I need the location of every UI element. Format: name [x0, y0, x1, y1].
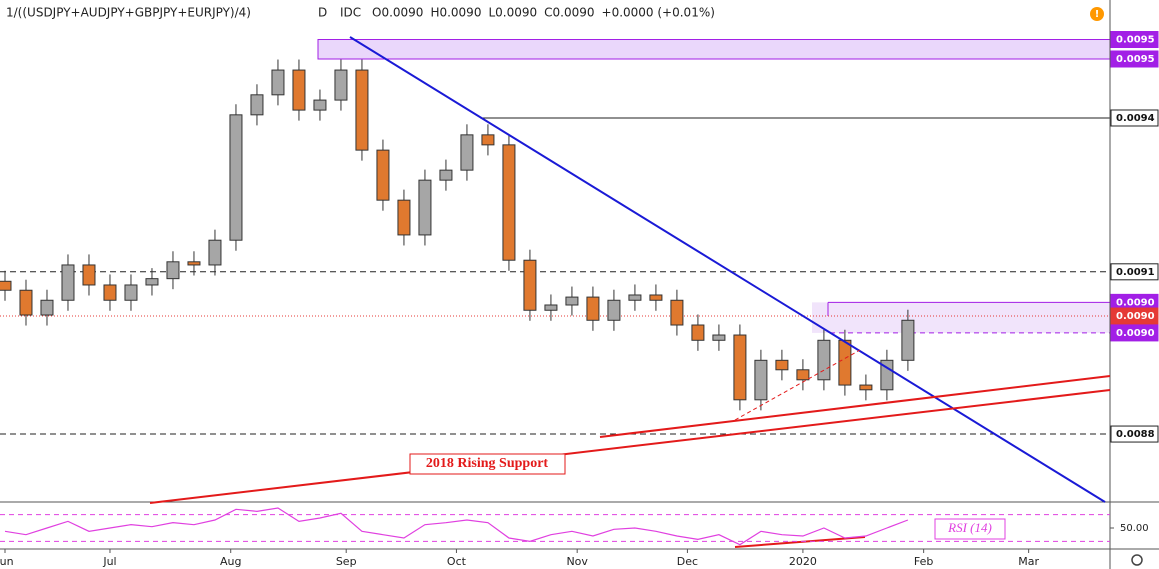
candle-body — [439, 169, 453, 181]
price-label-bg — [1110, 50, 1159, 68]
rsi-legend: RSI (14) — [947, 520, 992, 535]
candle-body — [481, 134, 495, 146]
candle-body — [586, 296, 600, 321]
price-label: 0.0088 — [1116, 429, 1155, 440]
ohlc-value: C0.0090 — [544, 6, 594, 20]
price-label-bg — [1110, 307, 1159, 325]
symbol: 1/((USDJPY+AUDJPY+GBPJPY+EURJPY)/4) — [6, 6, 251, 20]
price-label: 0.0095 — [1116, 35, 1155, 46]
price-label-bg — [1110, 263, 1159, 281]
price-label-bg — [1110, 109, 1159, 127]
candle-body — [40, 299, 54, 316]
x-tick-label: Jul — [102, 555, 116, 568]
annotation: 2018 Rising Support — [426, 456, 548, 471]
candle-body — [796, 369, 810, 381]
x-tick-label: Sep — [336, 555, 357, 568]
support-line — [599, 375, 1111, 438]
candle-body — [565, 296, 579, 306]
candle-body — [733, 334, 747, 401]
x-tick-label: Dec — [677, 555, 698, 568]
candle-body — [607, 299, 621, 321]
x-tick-label: Nov — [566, 555, 588, 568]
candle-body — [544, 304, 558, 311]
candle-body — [523, 259, 537, 311]
candle-body — [817, 339, 831, 381]
rsi-line — [4, 507, 909, 546]
price-label: 0.0090 — [1116, 328, 1155, 339]
support-line — [149, 389, 1111, 504]
price-label-bg — [1110, 31, 1159, 49]
rsi-legend-box — [934, 518, 1006, 540]
warning-icon[interactable] — [1090, 7, 1104, 21]
candle-body — [124, 284, 138, 301]
price-label-bg — [1110, 324, 1159, 342]
ohlc-value: O0.0090 — [372, 6, 423, 20]
price-label: 0.0090 — [1116, 297, 1155, 308]
candle-body — [628, 294, 642, 301]
candle-body — [61, 264, 75, 301]
candle-body — [754, 359, 768, 401]
candle-body — [292, 69, 306, 111]
candle-body — [880, 359, 894, 391]
price-label-bg — [1110, 425, 1159, 443]
resistance-zone — [812, 302, 1110, 333]
candle-body — [397, 199, 411, 236]
candle-body — [166, 261, 180, 280]
price-label: 0.0094 — [1116, 113, 1155, 124]
x-tick-label: Oct — [447, 555, 467, 568]
candle-body — [250, 94, 264, 116]
candle-body — [691, 324, 705, 341]
plot — [0, 59, 915, 411]
candle-body — [460, 134, 474, 171]
x-tick-label: Jun — [0, 555, 14, 568]
candle-body — [418, 179, 432, 236]
resistance-zone — [317, 39, 1111, 60]
support-line-dashed — [734, 349, 861, 421]
candle-body — [229, 114, 243, 241]
annotation-box — [409, 453, 566, 475]
candle-body — [271, 69, 285, 96]
candle-body — [502, 144, 516, 261]
header: 1/((USDJPY+AUDJPY+GBPJPY+EURJPY)/4) D ID… — [6, 6, 361, 20]
candle-body — [103, 284, 117, 301]
interval: D — [318, 6, 327, 20]
candle-body — [82, 264, 96, 286]
price-label: 0.0091 — [1116, 267, 1155, 278]
candle-body — [334, 69, 348, 101]
candle-body — [859, 384, 873, 391]
x-tick-label: Feb — [914, 555, 933, 568]
downtrend-line — [349, 36, 1106, 503]
candle-body — [712, 334, 726, 341]
candle-body — [670, 299, 684, 326]
candle-body — [355, 69, 369, 151]
x-tick-label: Aug — [220, 555, 241, 568]
candle-body — [376, 149, 390, 201]
rsi-tick-label: 50.00 — [1120, 523, 1149, 534]
x-tick-label: Mar — [1018, 555, 1039, 568]
candle-body — [313, 99, 327, 111]
price-label: 0.0095 — [1116, 54, 1155, 65]
candle-body — [901, 319, 915, 361]
source: IDC — [340, 6, 361, 20]
candle-body — [649, 294, 663, 301]
ohlc-value: L0.0090 — [488, 6, 537, 20]
candle-body — [19, 289, 33, 316]
zones — [0, 39, 1111, 435]
price-label: 0.0090 — [1116, 311, 1155, 322]
candle-body — [0, 280, 12, 291]
candle-body — [208, 239, 222, 266]
warning-glyph: ! — [1095, 9, 1100, 20]
candle-body — [187, 261, 201, 266]
candle-body — [838, 339, 852, 386]
candle-body — [775, 359, 789, 371]
x-tick-label: 2020 — [789, 555, 817, 568]
ohlc-value: H0.0090 — [430, 6, 481, 20]
rsi-trendline — [734, 536, 866, 548]
candle-body — [145, 278, 159, 286]
ohlc-value: +0.0000 (+0.01%) — [602, 6, 715, 20]
settings-icon[interactable] — [1131, 554, 1143, 566]
